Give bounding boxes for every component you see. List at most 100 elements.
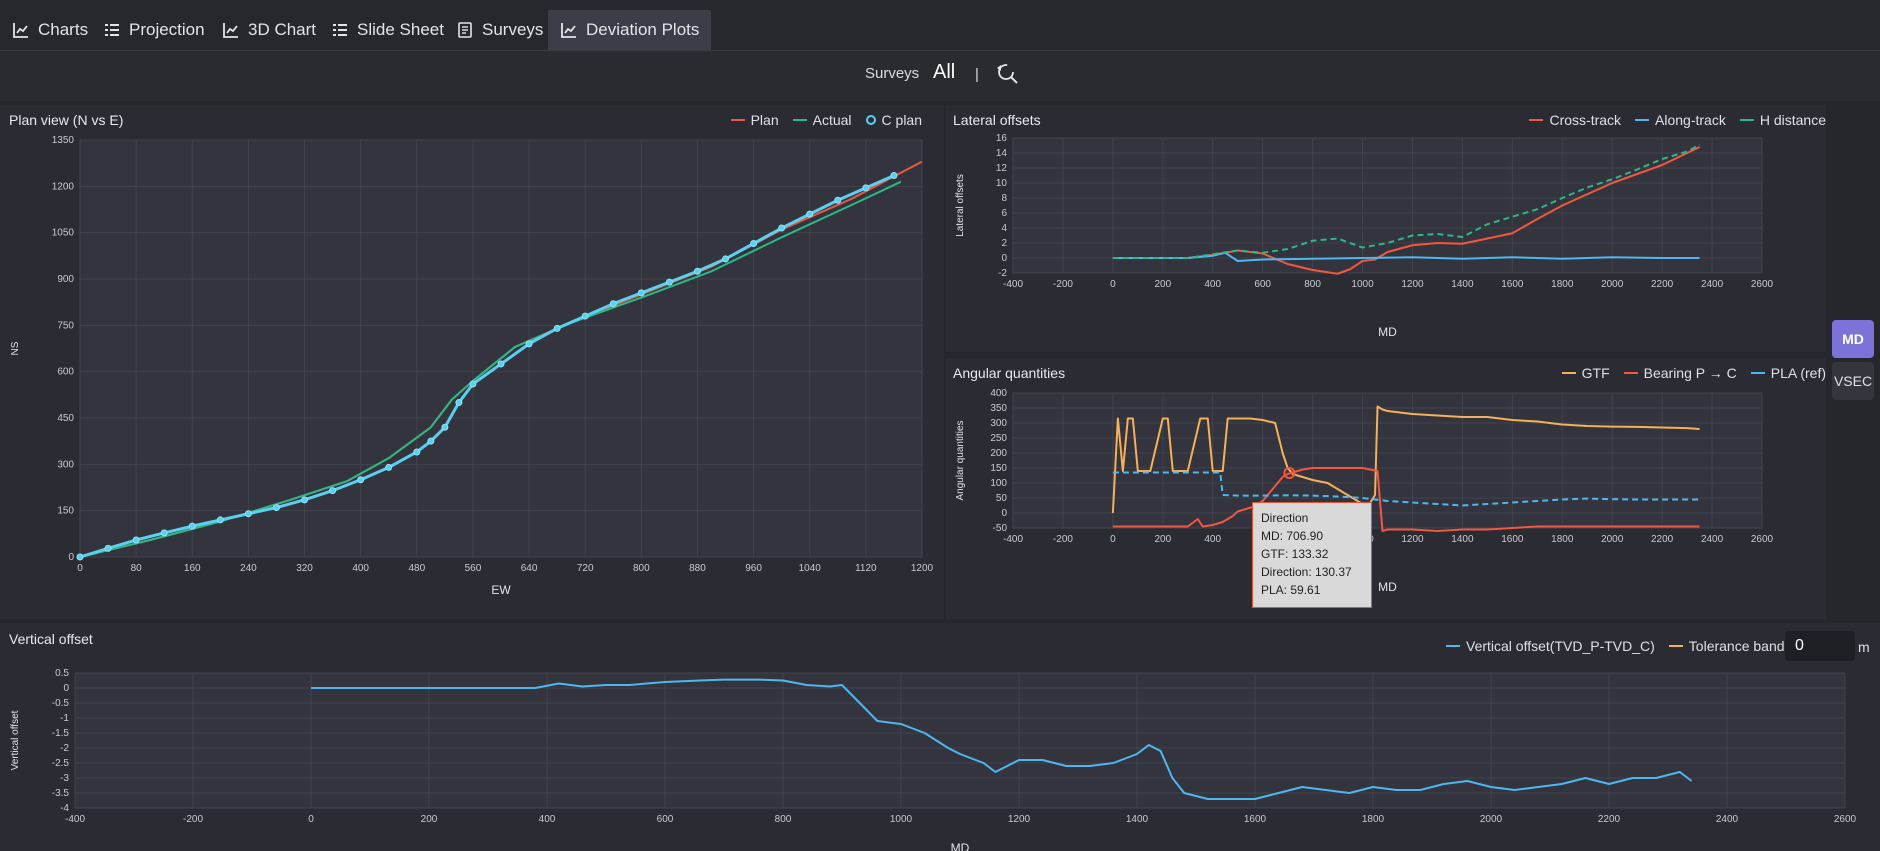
x-tick-label: 240	[240, 563, 257, 574]
legend-item[interactable]: Along-track	[1635, 112, 1726, 128]
y-tick-label: 250	[990, 433, 1007, 444]
y-axis-label: Lateral offsets	[955, 174, 966, 237]
y-tick-label: 50	[996, 493, 1008, 504]
vertical-offset-title: Vertical offset	[9, 631, 93, 647]
md-toggle-button[interactable]: MD	[1832, 320, 1874, 358]
x-tick-label: 400	[539, 814, 556, 825]
data-point	[441, 423, 449, 431]
line-chart-icon	[561, 23, 576, 38]
vsec-toggle-button[interactable]: VSEC	[1832, 362, 1874, 400]
chart-tooltip: Direction MD: 706.90 GTF: 133.32 Directi…	[1252, 502, 1372, 608]
x-tick-label: 400	[352, 563, 369, 574]
y-tick-label: 0.5	[55, 668, 69, 679]
tab-deviation-plots[interactable]: Deviation Plots	[548, 10, 712, 50]
x-tick-label: 0	[77, 563, 83, 574]
tolerance-unit: m	[1858, 639, 1870, 655]
tab-label: Surveys	[482, 20, 544, 39]
x-tick-label: 1400	[1451, 279, 1474, 290]
legend-item[interactable]: Plan	[730, 112, 779, 128]
plan-view-chart: 0 80 160 240 320 400 480 560 640 720 800 880 960 1040…	[10, 135, 934, 597]
legend-item[interactable]: PLA (ref)	[1750, 365, 1826, 381]
x-tick-label: 1000	[1351, 279, 1374, 290]
x-tick-label: 1200	[1401, 279, 1424, 290]
list-icon	[333, 24, 347, 36]
tooltip-line: Direction	[1261, 511, 1309, 525]
data-point	[722, 255, 730, 263]
x-tick-label: 800	[775, 814, 792, 825]
legend-item[interactable]: GTF	[1561, 365, 1610, 381]
legend-item[interactable]: H distance	[1739, 112, 1826, 128]
data-point	[497, 360, 505, 368]
legend-item[interactable]: Actual	[792, 112, 852, 128]
x-tick-label: 1200	[1008, 814, 1031, 825]
tab-label: Charts	[38, 20, 89, 39]
legend-swatch	[792, 119, 807, 121]
refresh-search-icon[interactable]	[994, 61, 1020, 87]
y-tick-label: 1350	[52, 135, 75, 146]
tolerance-input[interactable]: 0	[1785, 631, 1855, 661]
x-tick-label: 2600	[1751, 534, 1774, 545]
x-tick-label: -200	[183, 814, 203, 825]
y-tick-label: 400	[990, 388, 1007, 399]
data-point	[750, 239, 758, 247]
tab-projection[interactable]: Projection	[91, 10, 217, 50]
hover-marker	[1283, 467, 1296, 480]
x-tick-label: 600	[657, 814, 674, 825]
y-tick-label: -2	[998, 268, 1007, 279]
lateral-offsets-chart: -400 -200 0 200 400 600 800 1000 1200 1400 1600 180…	[955, 133, 1774, 339]
y-tick-label: -1	[60, 713, 69, 724]
data-point	[76, 553, 84, 561]
x-tick-label: 480	[408, 563, 425, 574]
x-tick-label: -400	[1003, 279, 1023, 290]
x-tick-label: 2000	[1601, 534, 1624, 545]
data-point	[665, 278, 673, 286]
tab-charts[interactable]: Charts	[0, 10, 100, 50]
series-line-vertical-offset-tvd-p-tvd-c	[311, 678, 1693, 800]
tab-label: Slide Sheet	[357, 20, 444, 39]
data-point	[104, 544, 112, 552]
tab-3d-chart[interactable]: 3D Chart	[210, 10, 328, 50]
tab-label: Projection	[129, 20, 205, 39]
legend-swatch	[1635, 119, 1650, 121]
x-tick-label: 720	[577, 563, 594, 574]
x-tick-label: 2600	[1751, 279, 1774, 290]
legend-item[interactable]: Bearing P → C	[1623, 365, 1737, 381]
data-point	[778, 224, 786, 232]
x-tick-label: 0	[1110, 534, 1116, 545]
x-axis-label: EW	[491, 583, 511, 597]
tab-surveys[interactable]: Surveys	[444, 10, 555, 50]
data-point	[329, 487, 337, 495]
legend-swatch	[1529, 119, 1544, 121]
angular-quantities-title: Angular quantities	[953, 365, 1066, 381]
angular-quantities-chart: -400-20002004006008001000120014001600180…	[955, 388, 1774, 594]
y-tick-label: 200	[990, 448, 1007, 459]
tab-label: 3D Chart	[248, 20, 317, 39]
legend-label: Plan	[750, 112, 779, 128]
data-point	[427, 437, 435, 445]
tooltip-line: PLA: 59.61	[1261, 583, 1321, 597]
legend-swatch	[1668, 645, 1683, 647]
legend-label: C plan	[881, 112, 922, 128]
data-point	[301, 496, 309, 504]
surveys-select[interactable]: All	[933, 61, 956, 83]
x-axis-label: MD	[951, 841, 970, 851]
legend-item[interactable]: Cross-track	[1529, 112, 1621, 128]
y-tick-label: 300	[57, 459, 74, 470]
tab-slide-sheet[interactable]: Slide Sheet	[319, 10, 456, 50]
legend-item[interactable]: Vertical offset(TVD_P-TVD_C)	[1446, 638, 1655, 654]
y-tick-label: 300	[990, 418, 1007, 429]
x-tick-label: 800	[1304, 279, 1321, 290]
x-tick-label: 160	[184, 563, 201, 574]
x-tick-label: 1200	[1401, 534, 1424, 545]
legend-item[interactable]: C plan	[865, 112, 922, 128]
legend-item[interactable]: Tolerance band	[1668, 638, 1785, 654]
data-point	[469, 380, 477, 388]
x-tick-label: 1000	[890, 814, 913, 825]
x-tick-label: 1120	[855, 563, 877, 574]
plan-view-legend: Plan Actual C plan	[730, 112, 922, 128]
surveys-separator: |	[975, 66, 979, 83]
y-tick-label: 750	[57, 320, 74, 331]
x-tick-label: 560	[465, 563, 482, 574]
x-tick-label: -200	[1053, 279, 1073, 290]
x-tick-label: -200	[1053, 534, 1073, 545]
